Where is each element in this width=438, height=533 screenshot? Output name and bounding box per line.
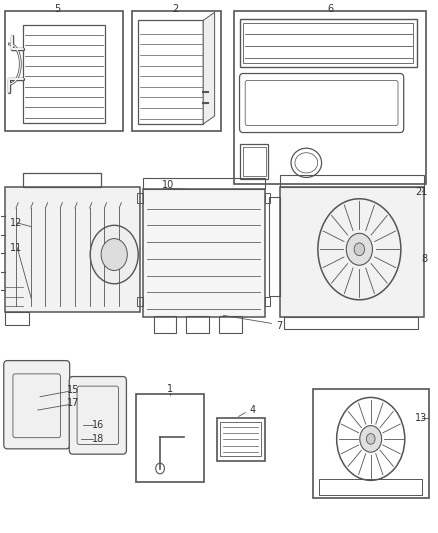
Text: 16: 16 bbox=[92, 420, 104, 430]
Bar bbox=[280, 187, 424, 317]
Bar bbox=[285, 317, 418, 329]
Bar bbox=[143, 177, 265, 189]
Bar bbox=[143, 189, 265, 317]
Bar bbox=[219, 316, 242, 333]
Bar bbox=[269, 197, 280, 296]
Bar bbox=[5, 312, 29, 325]
Polygon shape bbox=[203, 12, 215, 124]
Bar bbox=[265, 193, 270, 203]
Circle shape bbox=[360, 426, 381, 452]
Text: 5: 5 bbox=[54, 4, 60, 14]
Text: 11: 11 bbox=[11, 243, 22, 253]
Circle shape bbox=[366, 433, 375, 444]
Text: 7: 7 bbox=[276, 321, 283, 331]
FancyBboxPatch shape bbox=[4, 361, 70, 449]
Circle shape bbox=[90, 225, 138, 284]
Bar bbox=[240, 144, 268, 179]
Bar bbox=[313, 389, 428, 498]
Bar bbox=[136, 394, 204, 482]
Bar bbox=[5, 11, 123, 131]
Text: 17: 17 bbox=[67, 398, 79, 408]
Bar bbox=[132, 11, 221, 131]
Circle shape bbox=[101, 239, 127, 270]
Text: 21: 21 bbox=[415, 187, 427, 197]
Text: 1: 1 bbox=[167, 384, 173, 394]
Text: 8: 8 bbox=[422, 254, 427, 263]
Bar bbox=[217, 418, 265, 461]
Bar bbox=[22, 173, 101, 187]
Bar bbox=[186, 316, 209, 333]
Bar bbox=[5, 187, 141, 312]
Bar bbox=[143, 189, 265, 317]
Bar bbox=[22, 25, 106, 123]
Text: 12: 12 bbox=[11, 218, 23, 228]
Bar bbox=[280, 175, 424, 187]
Bar bbox=[220, 422, 261, 456]
Text: 4: 4 bbox=[250, 405, 256, 415]
Text: 6: 6 bbox=[327, 4, 333, 14]
Bar bbox=[265, 297, 270, 306]
Bar bbox=[138, 297, 143, 306]
Bar bbox=[280, 187, 424, 317]
Circle shape bbox=[346, 233, 372, 265]
Bar bbox=[138, 193, 143, 203]
Circle shape bbox=[354, 243, 364, 256]
Bar bbox=[243, 148, 266, 175]
Text: 2: 2 bbox=[172, 4, 178, 14]
Bar bbox=[319, 479, 422, 495]
FancyBboxPatch shape bbox=[69, 376, 127, 454]
Text: 15: 15 bbox=[67, 385, 79, 395]
Bar bbox=[244, 23, 413, 63]
Bar bbox=[153, 316, 176, 333]
Bar bbox=[138, 20, 203, 124]
Text: 10: 10 bbox=[162, 180, 174, 190]
Bar bbox=[240, 19, 417, 67]
Bar bbox=[234, 11, 426, 184]
Text: 18: 18 bbox=[92, 434, 104, 445]
Text: 13: 13 bbox=[416, 413, 427, 423]
Bar bbox=[5, 187, 141, 312]
